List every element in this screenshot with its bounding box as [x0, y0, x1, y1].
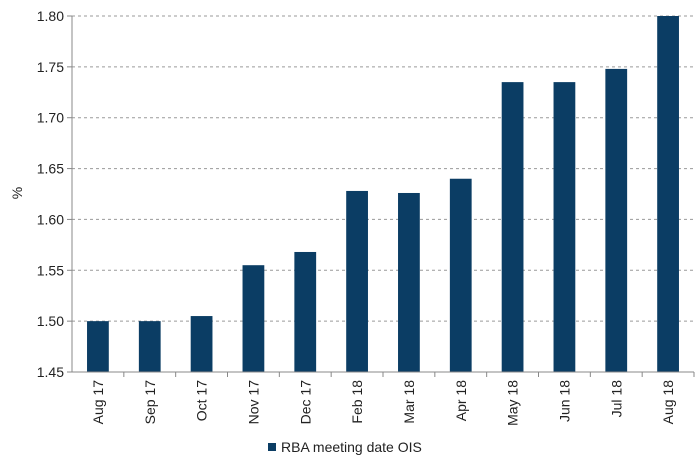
bar	[87, 321, 109, 372]
x-tick-label: Aug 18	[660, 380, 676, 425]
y-tick-labels: 1.45 1.50 1.55 1.60 1.65 1.70 1.75 1.80	[37, 8, 64, 380]
x-tick-label: Jun 18	[556, 380, 572, 422]
x-tick-label: May 18	[505, 380, 521, 426]
y-tick-label: 1.65	[37, 161, 64, 177]
bar	[553, 82, 576, 372]
x-tick-label: Apr 18	[453, 380, 469, 421]
x-tick-label: Feb 18	[349, 380, 365, 424]
bars	[87, 16, 679, 373]
y-tick-label: 1.55	[37, 262, 64, 278]
x-tick-labels: Aug 17 Sep 17 Oct 17 Nov 17 Dec 17 Feb 18 Mar …	[90, 372, 695, 426]
bar	[346, 190, 368, 372]
y-tick-label: 1.75	[37, 59, 64, 75]
y-tick-label: 1.70	[37, 110, 64, 126]
legend: RBA meeting date OIS	[268, 439, 422, 455]
legend-label: RBA meeting date OIS	[281, 439, 422, 455]
bar	[501, 82, 524, 372]
bar	[605, 68, 628, 373]
x-tick-label: Dec 17	[297, 380, 313, 425]
axes	[71, 16, 694, 373]
x-tick-label: Mar 18	[401, 380, 417, 424]
bar	[398, 192, 420, 372]
legend-swatch	[268, 443, 276, 451]
x-tick-label: Sep 17	[142, 380, 158, 425]
x-tick-label: Nov 17	[245, 380, 261, 425]
gridlines	[67, 15, 694, 373]
x-tick-label: Jul 18	[608, 380, 624, 418]
bar	[294, 251, 317, 372]
bar	[657, 16, 679, 372]
y-axis-label: %	[9, 187, 25, 199]
y-tick-label: 1.60	[37, 211, 64, 227]
bar	[242, 265, 265, 372]
bar	[138, 321, 161, 372]
y-tick-label: 1.45	[37, 364, 64, 380]
bar	[190, 316, 213, 372]
y-tick-label: 1.80	[37, 8, 64, 24]
y-tick-label: 1.50	[37, 313, 64, 329]
x-tick-label: Aug 17	[90, 380, 106, 425]
bar	[449, 178, 472, 372]
x-tick-label: Oct 17	[194, 380, 210, 421]
